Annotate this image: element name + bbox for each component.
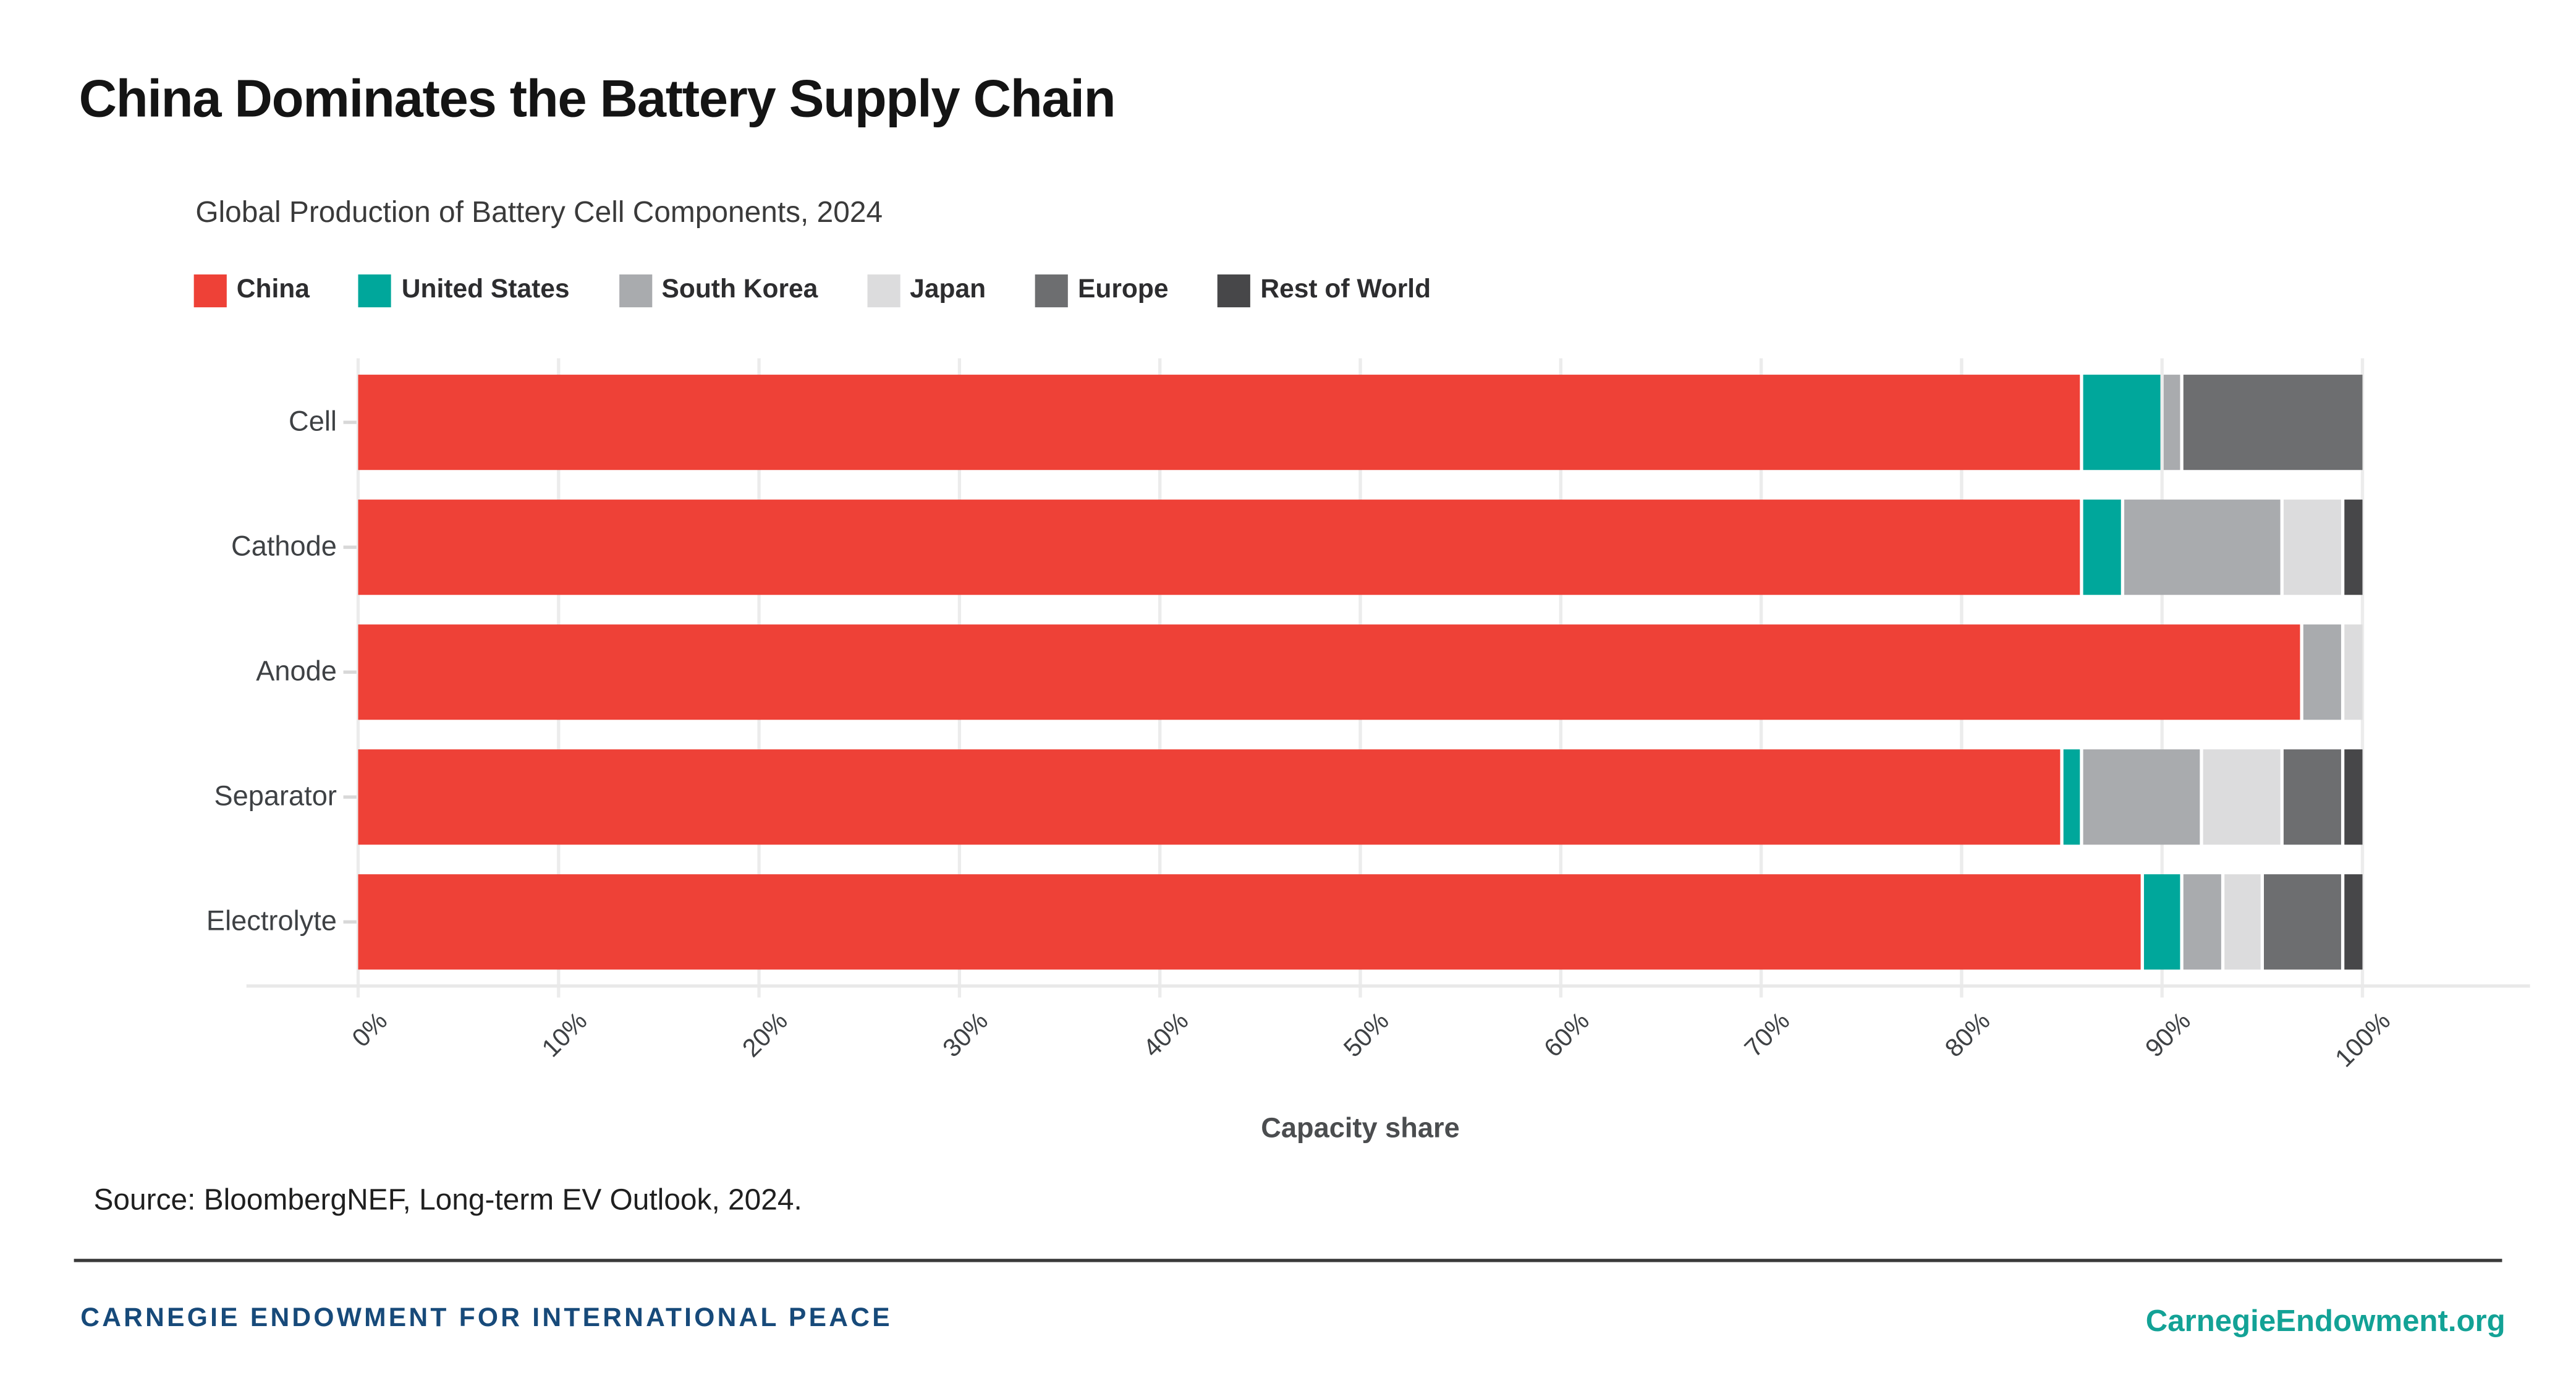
x-tick-label: 20% bbox=[737, 1007, 794, 1063]
bar-cell bbox=[358, 375, 2363, 471]
legend-item: Japan bbox=[867, 274, 986, 308]
legend-item: China bbox=[193, 274, 310, 308]
x-axis-line bbox=[246, 984, 2530, 988]
bar-segment-united-states bbox=[2143, 874, 2180, 970]
bar-separator bbox=[358, 749, 2363, 845]
bar-segment-europe bbox=[2284, 749, 2341, 845]
bar-segment-china bbox=[358, 624, 2301, 720]
chart-legend: China United States South Korea Japan Europe… bbox=[193, 274, 1431, 308]
x-tick-label: 40% bbox=[1138, 1007, 1195, 1063]
bar-segment-europe bbox=[2184, 375, 2363, 471]
legend-swatch bbox=[358, 274, 392, 308]
plot-area: 0% 10% 20% 30% 40% 50% 60% 70% 80% 90% 100% bbox=[246, 358, 2530, 1073]
chart-subtitle: Global Production of Battery Cell Compon… bbox=[195, 195, 883, 229]
source-note: Source: BloombergNEF, Long-term EV Outlo… bbox=[93, 1183, 802, 1217]
bar-electrolyte bbox=[358, 874, 2363, 970]
bar-segment-south-korea bbox=[2083, 749, 2201, 845]
bar-segment-japan bbox=[2344, 624, 2363, 720]
x-tick-label: 0% bbox=[347, 1007, 393, 1053]
page-title: China Dominates the Battery Supply Chain bbox=[78, 69, 1116, 129]
legend-label: United States bbox=[401, 276, 570, 304]
bar-segment-japan bbox=[2284, 500, 2341, 596]
x-tick-label: 60% bbox=[1539, 1007, 1596, 1063]
category-tick bbox=[343, 546, 357, 550]
legend-swatch bbox=[193, 274, 227, 308]
category-label: Anode bbox=[256, 655, 337, 687]
bar-segment-china bbox=[358, 375, 2080, 471]
bar-segment-japan bbox=[2224, 874, 2261, 970]
category-label: Electrolyte bbox=[206, 905, 337, 937]
legend-swatch bbox=[867, 274, 900, 308]
legend-label: Rest of World bbox=[1260, 276, 1431, 304]
x-tick-label: 30% bbox=[938, 1007, 994, 1063]
category-tick bbox=[343, 920, 357, 924]
legend-swatch bbox=[619, 274, 652, 308]
category-label: Cathode bbox=[231, 531, 337, 563]
bar-segment-rest-of-world bbox=[2344, 874, 2363, 970]
category-label: Separator bbox=[214, 780, 337, 812]
bar-segment-china bbox=[358, 874, 2141, 970]
legend-label: South Korea bbox=[661, 276, 818, 304]
category-tick bbox=[343, 795, 357, 799]
bar-segment-south-korea bbox=[2123, 500, 2281, 596]
legend-item: South Korea bbox=[619, 274, 818, 308]
category-tick bbox=[343, 421, 357, 425]
x-tick-label: 100% bbox=[2331, 1007, 2397, 1073]
bar-segment-united-states bbox=[2083, 375, 2161, 471]
bar-segment-china bbox=[358, 500, 2080, 596]
legend-swatch bbox=[1035, 274, 1069, 308]
org-name: CARNEGIE ENDOWMENT FOR INTERNATIONAL PEA… bbox=[80, 1304, 892, 1333]
legend-label: China bbox=[236, 276, 310, 304]
category-tick bbox=[343, 670, 357, 674]
legend-item: Europe bbox=[1035, 274, 1169, 308]
bar-segment-south-korea bbox=[2163, 375, 2180, 471]
bar-segment-united-states bbox=[2063, 749, 2080, 845]
x-tick-label: 80% bbox=[1940, 1007, 1996, 1063]
bar-cathode bbox=[358, 500, 2363, 596]
bar-segment-europe bbox=[2263, 874, 2341, 970]
x-tick-label: 90% bbox=[2140, 1007, 2197, 1063]
x-axis-title: Capacity share bbox=[1261, 1112, 1460, 1144]
legend-label: Europe bbox=[1077, 276, 1169, 304]
legend-label: Japan bbox=[910, 276, 986, 304]
legend-item: United States bbox=[358, 274, 570, 308]
bar-segment-south-korea bbox=[2303, 624, 2341, 720]
org-website-link[interactable]: CarnegieEndowment.org bbox=[2145, 1303, 2506, 1338]
bar-segment-rest-of-world bbox=[2344, 749, 2363, 845]
bar-anode bbox=[358, 624, 2363, 720]
footer-divider bbox=[74, 1259, 2502, 1262]
bar-segment-rest-of-world bbox=[2344, 500, 2363, 596]
x-tick-label: 70% bbox=[1740, 1007, 1796, 1063]
x-tick-label: 10% bbox=[537, 1007, 593, 1063]
x-tick-label: 50% bbox=[1339, 1007, 1395, 1063]
category-label: Cell bbox=[289, 406, 337, 438]
legend-swatch bbox=[1218, 274, 1251, 308]
bar-segment-south-korea bbox=[2184, 874, 2221, 970]
gridline bbox=[2360, 358, 2365, 998]
bar-segment-united-states bbox=[2083, 500, 2121, 596]
bar-segment-japan bbox=[2203, 749, 2281, 845]
bar-segment-china bbox=[358, 749, 2061, 845]
legend-item: Rest of World bbox=[1218, 274, 1431, 308]
